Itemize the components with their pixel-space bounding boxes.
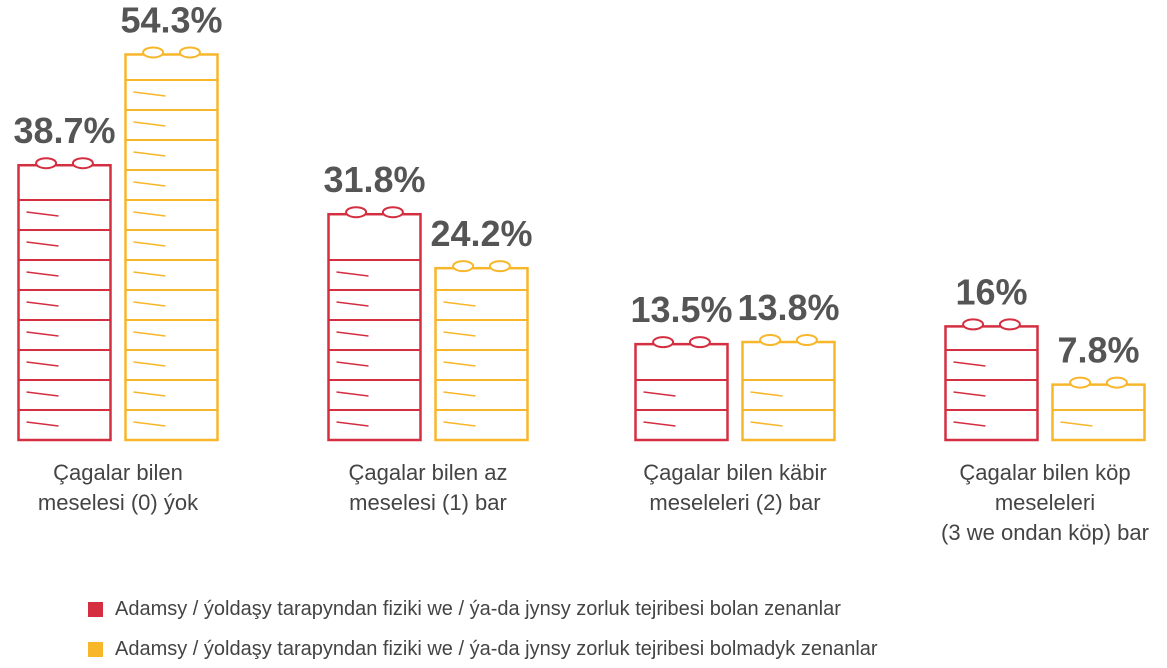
stud <box>73 158 93 168</box>
value-label: 7.8% <box>1057 330 1139 371</box>
stud <box>653 337 673 347</box>
value-label: 13.8% <box>737 287 839 328</box>
bar <box>329 214 421 440</box>
chart: 38.7% 54.3% 31.8%24.2% 13.5%13.8% 16% 7.8% Ça… <box>0 0 1167 668</box>
stud <box>690 337 710 347</box>
bar <box>1053 385 1145 440</box>
value-label: 54.3% <box>120 0 222 40</box>
value-label: 24.2% <box>430 213 532 254</box>
stud <box>1000 319 1020 329</box>
stud <box>760 335 780 345</box>
bar <box>743 342 835 440</box>
stud <box>143 47 163 57</box>
stud <box>1107 378 1127 388</box>
stud <box>963 319 983 329</box>
bar <box>436 268 528 440</box>
stud <box>383 207 403 217</box>
legend-label: Adamsy / ýoldaşy tarapyndan fiziki we / … <box>115 638 878 661</box>
stud <box>453 261 473 271</box>
legend-label: Adamsy / ýoldaşy tarapyndan fiziki we / … <box>115 598 841 621</box>
stud <box>797 335 817 345</box>
stud <box>180 47 200 57</box>
stud <box>36 158 56 168</box>
stud <box>490 261 510 271</box>
plot: 38.7% 54.3% 31.8%24.2% 13.5%13.8% 16% 7.8% <box>0 0 1167 668</box>
category-label: Çagalar bilen köp meseleleri (3 we ondan… <box>895 458 1167 548</box>
stud <box>346 207 366 217</box>
category-label: Çagalar bilen käbir meseleleri (2) bar <box>585 458 885 518</box>
legend-swatch <box>88 602 103 617</box>
legend-item: Adamsy / ýoldaşy tarapyndan fiziki we / … <box>88 598 841 621</box>
category-label: Çagalar bilen az meselesi (1) bar <box>278 458 578 518</box>
bar <box>126 54 218 440</box>
value-label: 16% <box>955 271 1027 312</box>
value-label: 13.5% <box>630 289 732 330</box>
value-label: 38.7% <box>13 110 115 151</box>
legend-item: Adamsy / ýoldaşy tarapyndan fiziki we / … <box>88 638 878 661</box>
category-label: Çagalar bilen meselesi (0) ýok <box>0 458 268 518</box>
legend-swatch <box>88 642 103 657</box>
value-label: 31.8% <box>323 159 425 200</box>
stud <box>1070 378 1090 388</box>
